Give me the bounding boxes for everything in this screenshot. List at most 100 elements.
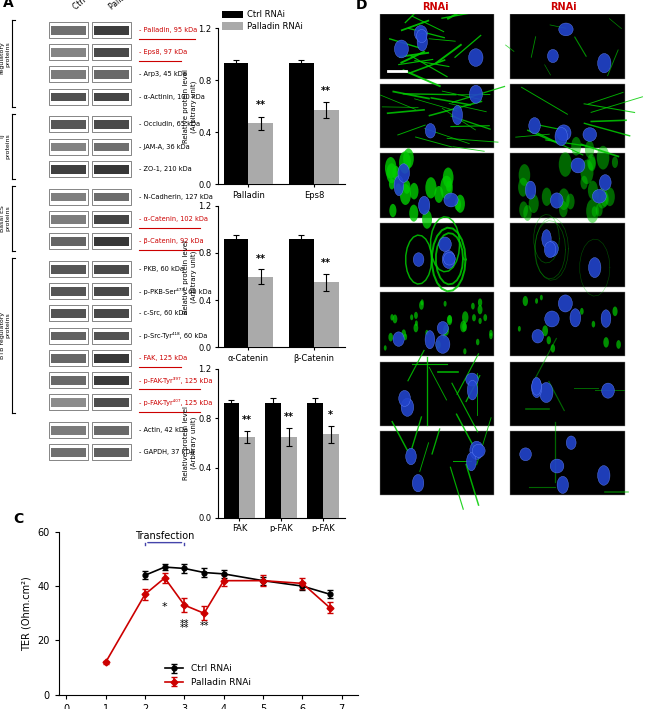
Bar bbox=[289, 239, 314, 347]
Ellipse shape bbox=[566, 436, 576, 450]
Bar bbox=[51, 426, 86, 435]
Bar bbox=[49, 422, 88, 438]
Bar bbox=[314, 111, 339, 184]
Ellipse shape bbox=[393, 332, 404, 346]
Text: D: D bbox=[356, 0, 367, 11]
Circle shape bbox=[425, 330, 428, 335]
Bar bbox=[92, 189, 131, 205]
Circle shape bbox=[580, 308, 584, 315]
Ellipse shape bbox=[466, 373, 478, 386]
Bar bbox=[94, 70, 129, 79]
Circle shape bbox=[447, 316, 452, 325]
Ellipse shape bbox=[551, 193, 563, 208]
Circle shape bbox=[476, 339, 480, 345]
Bar bbox=[92, 350, 131, 366]
Text: **: ** bbox=[284, 412, 294, 422]
Circle shape bbox=[592, 321, 595, 328]
Circle shape bbox=[385, 157, 396, 179]
Text: Actin filament
regulatory
proteins: Actin filament regulatory proteins bbox=[0, 41, 10, 85]
Circle shape bbox=[593, 190, 599, 200]
Text: **: ** bbox=[200, 621, 209, 632]
Circle shape bbox=[393, 315, 397, 323]
Circle shape bbox=[414, 312, 418, 319]
Bar bbox=[94, 448, 129, 457]
Text: - β-Catenin, 92 kDa: - β-Catenin, 92 kDa bbox=[139, 238, 203, 244]
Bar bbox=[94, 354, 129, 362]
Text: Occludin: Occludin bbox=[649, 447, 650, 480]
Ellipse shape bbox=[532, 330, 543, 343]
Bar bbox=[94, 121, 129, 129]
Ellipse shape bbox=[439, 237, 451, 252]
Ellipse shape bbox=[469, 49, 483, 67]
Text: - JAM-A, 36 kDa: - JAM-A, 36 kDa bbox=[139, 144, 190, 150]
Circle shape bbox=[585, 140, 594, 158]
Ellipse shape bbox=[406, 448, 417, 465]
Text: BTB regulatory
proteins: BTB regulatory proteins bbox=[0, 312, 10, 359]
Circle shape bbox=[415, 320, 418, 326]
Circle shape bbox=[403, 180, 410, 194]
Circle shape bbox=[540, 295, 543, 301]
Bar bbox=[94, 164, 129, 174]
Text: - p-FAK-Tyr³⁹⁷, 125 kDa: - p-FAK-Tyr³⁹⁷, 125 kDa bbox=[139, 376, 213, 384]
Bar bbox=[265, 403, 281, 518]
Bar bbox=[51, 48, 86, 57]
Bar bbox=[239, 437, 255, 518]
Text: *: * bbox=[328, 410, 333, 420]
Ellipse shape bbox=[417, 30, 427, 43]
Ellipse shape bbox=[419, 196, 430, 214]
Circle shape bbox=[580, 160, 593, 184]
Ellipse shape bbox=[417, 33, 428, 51]
Ellipse shape bbox=[597, 53, 611, 73]
Text: Transfection: Transfection bbox=[135, 531, 194, 541]
Bar bbox=[92, 261, 131, 277]
Text: - PKB, 60 kDa: - PKB, 60 kDa bbox=[139, 266, 184, 272]
Bar bbox=[92, 394, 131, 411]
Bar bbox=[94, 26, 129, 35]
Y-axis label: TER (Ohm.cm²): TER (Ohm.cm²) bbox=[21, 576, 32, 651]
Circle shape bbox=[443, 333, 446, 339]
Circle shape bbox=[551, 345, 555, 352]
Circle shape bbox=[592, 206, 597, 217]
Bar bbox=[92, 211, 131, 227]
Ellipse shape bbox=[557, 476, 569, 493]
Circle shape bbox=[422, 210, 432, 229]
Bar bbox=[94, 193, 129, 201]
Text: **: ** bbox=[242, 415, 252, 425]
Text: A: A bbox=[3, 0, 14, 10]
Circle shape bbox=[595, 203, 603, 216]
Bar bbox=[51, 398, 86, 407]
Ellipse shape bbox=[542, 230, 551, 247]
Bar bbox=[224, 64, 248, 184]
Circle shape bbox=[389, 333, 393, 342]
Ellipse shape bbox=[444, 193, 458, 207]
Text: ZO-1: ZO-1 bbox=[649, 384, 650, 403]
Ellipse shape bbox=[473, 444, 485, 457]
Bar bbox=[92, 328, 131, 344]
Circle shape bbox=[399, 151, 411, 174]
Circle shape bbox=[558, 189, 569, 210]
Circle shape bbox=[443, 325, 449, 336]
Circle shape bbox=[440, 176, 453, 199]
Circle shape bbox=[580, 176, 588, 189]
Bar bbox=[49, 67, 88, 82]
Ellipse shape bbox=[394, 176, 404, 196]
Circle shape bbox=[559, 152, 572, 177]
Ellipse shape bbox=[532, 379, 541, 398]
Text: - α-Catenin, 102 kDa: - α-Catenin, 102 kDa bbox=[139, 216, 208, 222]
Text: - N-Cadherin, 127 kDa: - N-Cadherin, 127 kDa bbox=[139, 194, 213, 199]
Circle shape bbox=[391, 314, 394, 320]
Text: - Occludin, 65 kDa: - Occludin, 65 kDa bbox=[139, 121, 200, 128]
Circle shape bbox=[410, 183, 419, 199]
Circle shape bbox=[612, 306, 618, 316]
Circle shape bbox=[588, 181, 598, 200]
Circle shape bbox=[462, 311, 469, 323]
Bar bbox=[94, 426, 129, 435]
Y-axis label: Relative protein level
(Arbitrary unit): Relative protein level (Arbitrary unit) bbox=[183, 240, 197, 313]
Ellipse shape bbox=[467, 452, 476, 471]
Circle shape bbox=[523, 205, 532, 221]
Circle shape bbox=[462, 323, 467, 332]
Text: TJ
proteins: TJ proteins bbox=[0, 134, 10, 160]
Ellipse shape bbox=[469, 85, 482, 104]
Circle shape bbox=[389, 179, 395, 189]
Bar bbox=[314, 282, 339, 347]
